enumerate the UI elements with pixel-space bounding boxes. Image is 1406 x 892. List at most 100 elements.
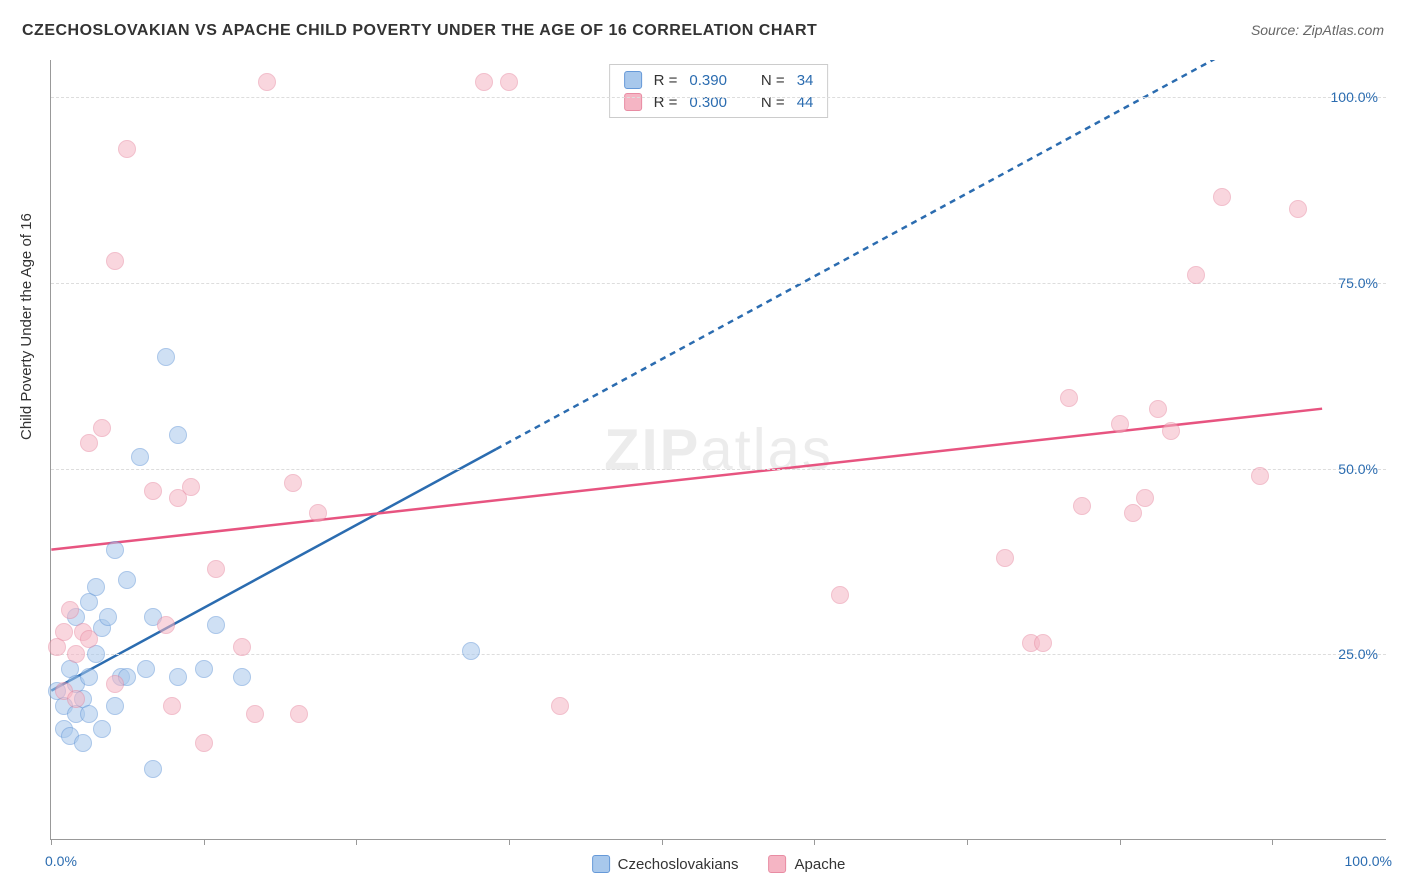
data-point: [1073, 497, 1091, 515]
data-point: [500, 73, 518, 91]
x-tick: [509, 839, 510, 845]
data-point: [87, 578, 105, 596]
data-point: [996, 549, 1014, 567]
data-point: [831, 586, 849, 604]
data-point: [67, 690, 85, 708]
x-tick: [1272, 839, 1273, 845]
data-point: [169, 426, 187, 444]
data-point: [93, 419, 111, 437]
n-value: 34: [797, 72, 814, 89]
legend-swatch: [624, 93, 642, 111]
series-legend-item: Apache: [769, 855, 846, 873]
x-tick: [356, 839, 357, 845]
data-point: [137, 660, 155, 678]
data-point: [163, 697, 181, 715]
data-point: [157, 348, 175, 366]
gridline: [51, 97, 1386, 98]
x-tick: [1120, 839, 1121, 845]
data-point: [61, 601, 79, 619]
data-point: [246, 705, 264, 723]
n-label: N =: [761, 72, 785, 89]
x-tick: [51, 839, 52, 845]
x-tick: [967, 839, 968, 845]
data-point: [169, 668, 187, 686]
data-point: [233, 638, 251, 656]
x-tick: [204, 839, 205, 845]
data-point: [80, 668, 98, 686]
data-point: [195, 660, 213, 678]
data-point: [195, 734, 213, 752]
data-point: [1251, 467, 1269, 485]
data-point: [106, 675, 124, 693]
chart-title: CZECHOSLOVAKIAN VS APACHE CHILD POVERTY …: [22, 22, 817, 40]
series-legend: Czechoslovakians Apache: [592, 855, 846, 873]
data-point: [80, 705, 98, 723]
data-point: [118, 571, 136, 589]
x-tick: [814, 839, 815, 845]
r-value: 0.300: [689, 94, 727, 111]
data-point: [99, 608, 117, 626]
data-point: [207, 616, 225, 634]
source-value: ZipAtlas.com: [1303, 22, 1384, 38]
data-point: [106, 252, 124, 270]
data-point: [1213, 188, 1231, 206]
data-point: [1162, 422, 1180, 440]
data-point: [131, 448, 149, 466]
r-label: R =: [654, 72, 678, 89]
source-attribution: Source: ZipAtlas.com: [1251, 22, 1384, 38]
n-label: N =: [761, 94, 785, 111]
data-point: [258, 73, 276, 91]
x-tick-label: 0.0%: [45, 853, 77, 869]
data-point: [551, 697, 569, 715]
stats-legend-row: R = 0.390 N = 34: [624, 69, 814, 91]
data-point: [1289, 200, 1307, 218]
data-point: [118, 140, 136, 158]
r-label: R =: [654, 94, 678, 111]
data-point: [233, 668, 251, 686]
gridline: [51, 283, 1386, 284]
y-axis-label: Child Poverty Under the Age of 16: [18, 213, 35, 440]
watermark: ZIPatlas: [604, 416, 833, 483]
legend-swatch: [769, 855, 787, 873]
data-point: [157, 616, 175, 634]
gridline: [51, 654, 1386, 655]
y-tick-label: 100.0%: [1331, 89, 1378, 105]
data-point: [1111, 415, 1129, 433]
data-point: [1149, 400, 1167, 418]
data-point: [144, 482, 162, 500]
data-point: [284, 474, 302, 492]
data-point: [207, 560, 225, 578]
data-point: [290, 705, 308, 723]
data-point: [1136, 489, 1154, 507]
data-point: [144, 760, 162, 778]
legend-swatch: [624, 71, 642, 89]
stats-legend-row: R = 0.300 N = 44: [624, 91, 814, 113]
y-tick-label: 25.0%: [1338, 646, 1378, 662]
data-point: [182, 478, 200, 496]
source-label: Source:: [1251, 22, 1299, 38]
chart-container: CZECHOSLOVAKIAN VS APACHE CHILD POVERTY …: [0, 0, 1406, 892]
n-value: 44: [797, 94, 814, 111]
data-point: [80, 434, 98, 452]
series-legend-label: Czechoslovakians: [618, 856, 739, 873]
stats-legend: R = 0.390 N = 34 R = 0.300 N = 44: [609, 64, 829, 118]
data-point: [93, 720, 111, 738]
data-point: [55, 623, 73, 641]
data-point: [1187, 266, 1205, 284]
x-tick: [662, 839, 663, 845]
data-point: [1060, 389, 1078, 407]
data-point: [80, 630, 98, 648]
r-value: 0.390: [689, 72, 727, 89]
data-point: [309, 504, 327, 522]
data-point: [106, 697, 124, 715]
data-point: [1124, 504, 1142, 522]
series-legend-label: Apache: [795, 856, 846, 873]
y-tick-label: 50.0%: [1338, 461, 1378, 477]
y-tick-label: 75.0%: [1338, 275, 1378, 291]
data-point: [1034, 634, 1052, 652]
data-point: [475, 73, 493, 91]
series-legend-item: Czechoslovakians: [592, 855, 739, 873]
data-point: [67, 645, 85, 663]
legend-swatch: [592, 855, 610, 873]
data-point: [462, 642, 480, 660]
